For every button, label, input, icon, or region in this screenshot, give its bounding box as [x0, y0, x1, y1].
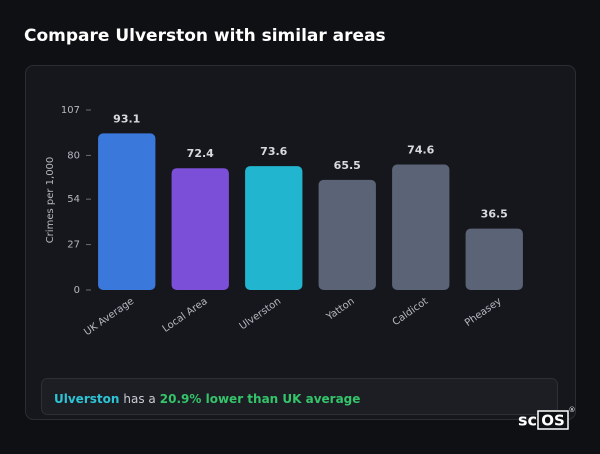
logo-mark: OS	[541, 412, 565, 430]
y-axis-label: Crimes per 1,000	[45, 157, 56, 244]
bar	[171, 168, 229, 290]
y-tick-label: 107	[61, 105, 80, 116]
page-title: Compare Ulverston with similar areas	[24, 26, 386, 46]
bar	[245, 166, 303, 290]
logo-prefix: sc	[518, 411, 537, 430]
y-tick-label: 54	[67, 194, 80, 205]
value-label: 72.4	[187, 147, 214, 160]
value-label: 36.5	[481, 208, 508, 221]
bar	[392, 164, 450, 290]
bar	[98, 133, 156, 290]
summary-text: has a	[123, 392, 155, 406]
y-tick-label: 27	[67, 240, 80, 251]
summary: Ulverston has a 20.9% lower than UK averag…	[54, 392, 360, 406]
logo-box	[537, 410, 569, 430]
bar	[465, 228, 523, 290]
highlight: 20.9% lower than UK average	[160, 392, 361, 406]
y-tick-label: 0	[74, 285, 80, 296]
value-label: 93.1	[113, 112, 140, 125]
bar	[318, 179, 376, 290]
logo-symbol: ®	[569, 406, 576, 414]
value-label: 65.5	[334, 159, 361, 172]
value-label: 73.6	[260, 145, 287, 158]
place: Ulverston	[54, 392, 119, 406]
y-tick-label: 80	[67, 150, 80, 161]
value-label: 74.6	[407, 144, 434, 157]
summary-box	[41, 378, 558, 415]
